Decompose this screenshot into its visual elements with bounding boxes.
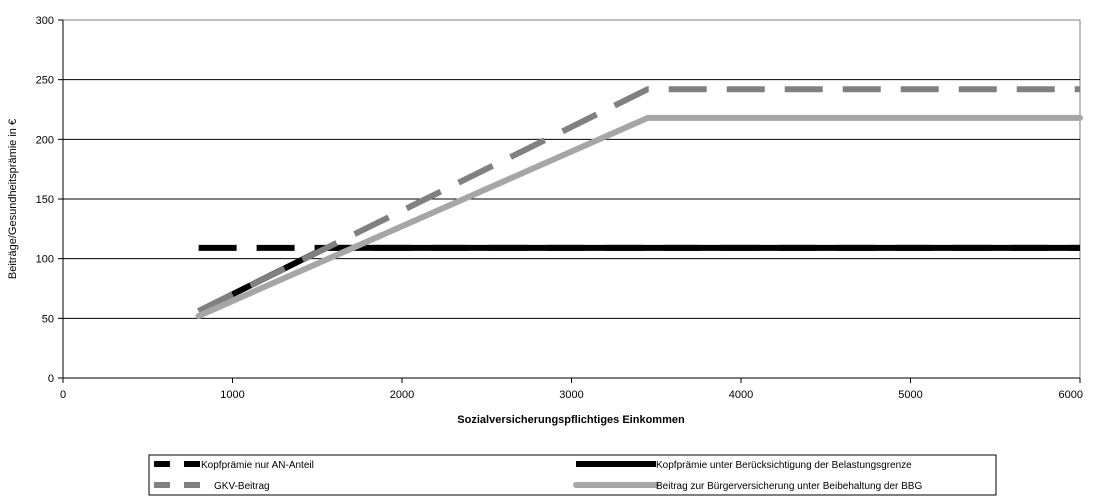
legend-items: Kopfprämie nur AN-Anteil Kopfprämie unter… (154, 460, 922, 492)
legend-label-3: GKV-Beitrag (214, 481, 270, 492)
y-tick-label: 300 (36, 15, 54, 27)
y-tick-label: 100 (36, 254, 54, 266)
series-line-3 (197, 86, 1080, 314)
gridlines (63, 79, 1080, 319)
x-tick-label: 2000 (390, 389, 414, 401)
legend: Kopfprämie nur AN-Anteil Kopfprämie unter… (148, 454, 997, 496)
y-tick-label: 250 (36, 75, 54, 87)
x-axis-title: Sozialversicherungspflichtiges Einkommen (457, 414, 685, 426)
legend-label-1: Kopfprämie nur AN-Anteil (201, 460, 314, 471)
y-axis-title: Beiträge/Gesundheitsprämie in € (7, 119, 19, 279)
y-tick-label: 200 (36, 134, 54, 146)
axes (58, 19, 1081, 383)
y-tick-labels: 0 50 100 150 200 250 300 (36, 15, 54, 385)
y-tick-label: 0 (48, 373, 54, 385)
x-tick-labels: 0 1000 2000 3000 4000 5000 6000 (60, 389, 1083, 401)
x-tick-label: 4000 (729, 389, 753, 401)
x-tick-label: 1000 (220, 389, 244, 401)
legend-box (148, 454, 997, 496)
y-tick-label: 50 (42, 313, 54, 325)
legend-label-4: Beitrag zur Bürgerversicherung unter Bei… (656, 481, 922, 492)
x-tick-label: 5000 (898, 389, 922, 401)
series-layer (195, 86, 1083, 319)
series-line-4 (195, 114, 1083, 319)
y-tick-label: 150 (36, 194, 54, 206)
x-tick-label: 6000 (1059, 389, 1083, 401)
x-tick-label: 0 (60, 389, 66, 401)
legend-label-2: Kopfprämie unter Berücksichtigung der Be… (656, 460, 912, 471)
x-tick-label: 3000 (559, 389, 583, 401)
